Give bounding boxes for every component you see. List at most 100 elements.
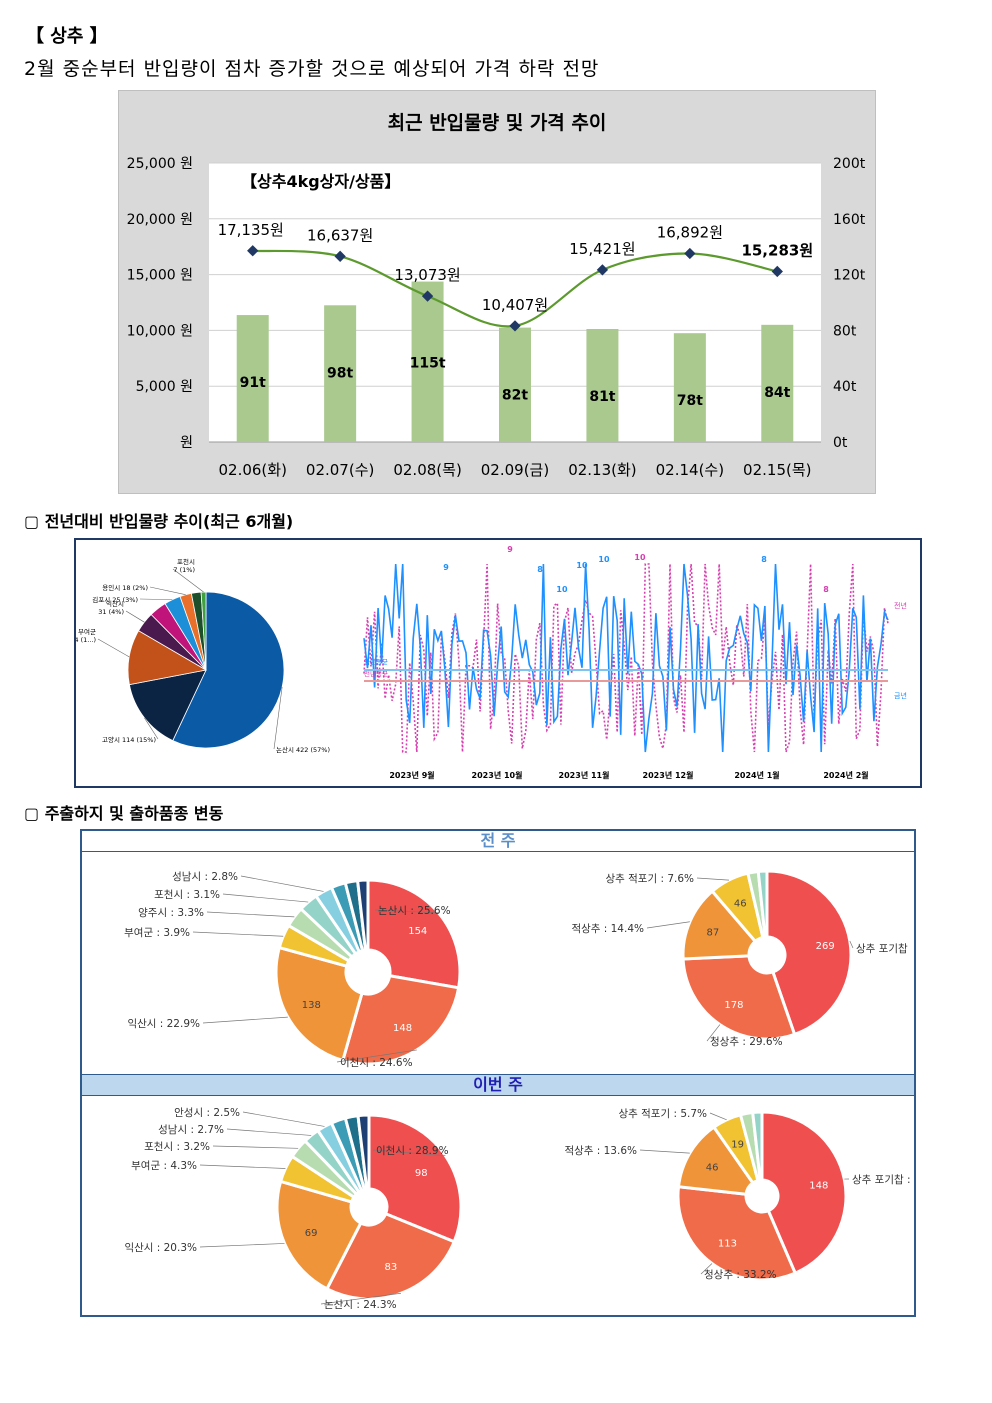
- slice-label: 포천시 : 3.1%: [154, 889, 220, 901]
- donut-slice: [366, 878, 462, 990]
- prev-week-bar: 전 주: [82, 831, 914, 852]
- slice-label: 청상추 : 33.2%: [704, 1269, 777, 1281]
- slice-value: 178: [724, 1000, 743, 1011]
- slice-label: 부여군 : 4.3%: [131, 1160, 197, 1172]
- y-left-tick: 25,000 원: [127, 156, 193, 172]
- donut-slice: [751, 1110, 764, 1182]
- peak-label: 10: [598, 555, 610, 564]
- slice-label: 31 (4%): [98, 608, 124, 616]
- leader-line: [206, 911, 295, 918]
- leader-line: [646, 921, 690, 929]
- price-label: 17,135원: [218, 221, 284, 239]
- slice-label: 익산시: [106, 599, 124, 608]
- price-label: 16,637원: [307, 226, 373, 244]
- donut-slice: [275, 1179, 363, 1291]
- leader-line: [172, 568, 204, 593]
- price-label: 16,892원: [657, 223, 723, 241]
- slice-label: 7 (1%): [173, 566, 195, 574]
- donut-slice: [676, 1185, 798, 1282]
- avg-label: 전년평균: [364, 669, 388, 678]
- leader-line: [709, 1112, 727, 1121]
- leader-line: [273, 686, 283, 750]
- slice-label: 안성시 : 2.5%: [174, 1107, 240, 1119]
- y-right-tick: 80t: [833, 323, 857, 339]
- leader-line: [226, 1128, 312, 1136]
- slice-label: 성남시 : 2.7%: [158, 1124, 224, 1136]
- donut-slice: [274, 945, 364, 1063]
- donut-slice: [756, 869, 769, 939]
- price-marker: [596, 264, 609, 276]
- prev-year-line: [363, 563, 889, 753]
- peak-label: 10: [556, 585, 568, 594]
- slice-value: 87: [706, 928, 719, 939]
- y-left-tick: 10,000 원: [127, 323, 193, 339]
- section-yoy-title: ▢ 전년대비 반입물량 추이(최근 6개월): [24, 512, 294, 531]
- x-tick-label: 2023년 11월: [559, 770, 610, 780]
- x-tick-label: 2023년 10월: [472, 770, 523, 780]
- slice-value: 83: [385, 1262, 398, 1273]
- leader-line: [696, 877, 730, 881]
- slice-value: 69: [305, 1228, 318, 1239]
- donut-slice: [367, 1113, 463, 1244]
- price-marker: [684, 247, 696, 260]
- leader-line: [336, 1049, 417, 1063]
- x-tick-label: 02.09(금): [481, 461, 549, 479]
- prev-variety-pie: 269 상추 포기찹 : 44.6% 178 청상추 : 29.6% 87 적상추 : 1…: [571, 869, 912, 1048]
- weekly-pie-box: 전 주 이번 주 154 논산시 : 25.6% 148 이천시 : 24.6% 138…: [80, 829, 916, 1317]
- y-left-tick: 20,000 원: [127, 212, 193, 228]
- leader-line: [212, 1145, 299, 1149]
- slice-label: 적상추 : 14.4%: [571, 923, 644, 935]
- prev-origin-pie: 154 논산시 : 25.6% 148 이천시 : 24.6% 138 익산시 : 22.…: [124, 871, 462, 1069]
- price-label: 15,421원: [569, 240, 635, 258]
- slice-label: 상추 적포기 : 5.7%: [618, 1108, 707, 1120]
- peak-label: 10: [634, 553, 646, 562]
- slice-value: 19: [731, 1139, 744, 1150]
- yoy-chart-box: 논산시 422 (57%) 고양시 114 (15%) 부여군84 (1...) 익산…: [74, 538, 922, 788]
- slice-value: 148: [393, 1023, 412, 1034]
- donut-slice: [676, 1125, 755, 1196]
- donut-slice: [760, 1110, 848, 1276]
- volume-bar: [236, 315, 269, 442]
- x-tick-label: 02.13(화): [568, 461, 636, 479]
- legend-prev: 전년: [894, 601, 907, 610]
- leader-line: [374, 909, 439, 914]
- leader-line: [202, 1016, 288, 1024]
- y-right-tick: 120t: [833, 268, 866, 284]
- slice-label: 성남시 : 2.8%: [172, 871, 238, 883]
- y-left-tick: 원: [180, 435, 193, 451]
- peak-label: 8: [823, 585, 829, 594]
- leader-line: [700, 1263, 713, 1275]
- leader-line: [639, 1149, 690, 1154]
- donut-slice: [681, 889, 758, 961]
- y-left-tick: 5,000 원: [136, 379, 193, 395]
- volume-bar: [673, 333, 706, 442]
- slice-label: 포천시 : 3.2%: [144, 1141, 210, 1153]
- leader-line: [849, 940, 854, 949]
- bar-label: 82t: [502, 388, 528, 404]
- slice-label: 상추 포기찹 : 44.6%: [856, 943, 912, 955]
- this-year-line: [363, 563, 889, 753]
- x-tick-label: 02.06(화): [218, 461, 286, 479]
- price-marker: [334, 250, 346, 262]
- y-right-tick: 0t: [833, 435, 848, 451]
- slice-value: 269: [816, 941, 835, 952]
- origin-pie-chart: 논산시 422 (57%) 고양시 114 (15%) 부여군84 (1...) 익산…: [76, 557, 330, 754]
- x-tick-label: 2023년 9월: [389, 770, 434, 780]
- slice-label: 논산시 422 (57%): [276, 745, 330, 754]
- y-right-tick: 200t: [833, 156, 866, 172]
- leader-line: [242, 1111, 325, 1127]
- bar-label: 84t: [764, 385, 790, 401]
- leader-line: [320, 1292, 401, 1305]
- price-label: 13,073원: [394, 266, 460, 284]
- bar-label: 81t: [589, 389, 615, 405]
- x-tick-label: 02.14(수): [656, 461, 724, 479]
- x-tick-label: 2024년 1월: [734, 770, 779, 780]
- slice-value: 138: [302, 1000, 321, 1011]
- x-tick-label: 02.07(수): [306, 461, 374, 479]
- slice-label: 김포시 25 (3%): [92, 596, 138, 604]
- price-volume-chart: 최근 반입물량 및 가격 추이 25,000 원 20,000 원 15,000 원 1…: [127, 112, 866, 479]
- x-tick-label: 02.15(목): [743, 461, 811, 479]
- price-marker: [247, 245, 259, 257]
- volume-bar: [761, 324, 794, 442]
